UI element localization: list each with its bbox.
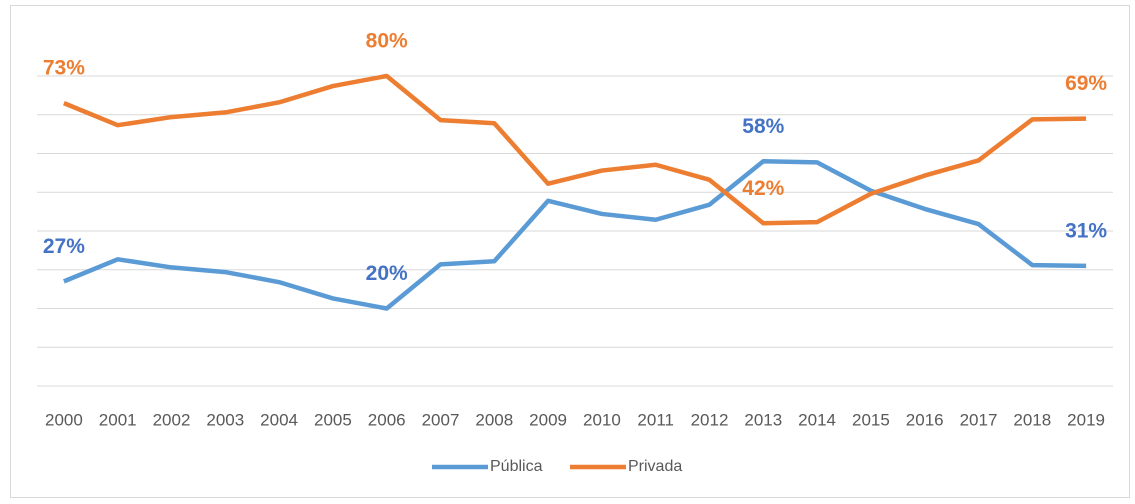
x-tick-label: 2019 <box>1067 410 1105 429</box>
data-label: 27% <box>43 235 85 258</box>
x-tick-label: 2002 <box>153 410 191 429</box>
x-tick-label: 2016 <box>906 410 944 429</box>
data-label: 31% <box>1065 219 1107 242</box>
data-label: 73% <box>43 57 85 80</box>
data-label: 42% <box>742 177 784 200</box>
x-tick-label: 2013 <box>744 410 782 429</box>
x-tick-label: 2007 <box>422 410 460 429</box>
x-tick-label: 2001 <box>99 410 137 429</box>
data-label: 69% <box>1065 72 1107 95</box>
data-label: 80% <box>366 30 408 53</box>
x-tick-label: 2000 <box>45 410 83 429</box>
x-tick-label: 2004 <box>260 410 298 429</box>
x-tick-label: 2003 <box>206 410 244 429</box>
x-tick-label: 2005 <box>314 410 352 429</box>
x-tick-label: 2011 <box>637 410 674 429</box>
series-line <box>63 159 1087 311</box>
series-line <box>63 73 1087 226</box>
x-tick-label: 2014 <box>798 410 836 429</box>
legend-label: Privada <box>628 458 682 475</box>
x-tick-label: 2009 <box>529 410 567 429</box>
x-tick-label: 2010 <box>583 410 621 429</box>
data-label: 20% <box>366 262 408 285</box>
x-tick-label: 2017 <box>960 410 998 429</box>
x-tick-label: 2006 <box>368 410 406 429</box>
chart-border <box>10 5 1130 498</box>
legend-label: Pública <box>490 458 543 475</box>
x-tick-label: 2015 <box>852 410 890 429</box>
x-tick-label: 2008 <box>475 410 513 429</box>
x-tick-label: 2018 <box>1013 410 1051 429</box>
x-tick-label: 2012 <box>691 410 729 429</box>
data-label: 58% <box>742 115 784 138</box>
